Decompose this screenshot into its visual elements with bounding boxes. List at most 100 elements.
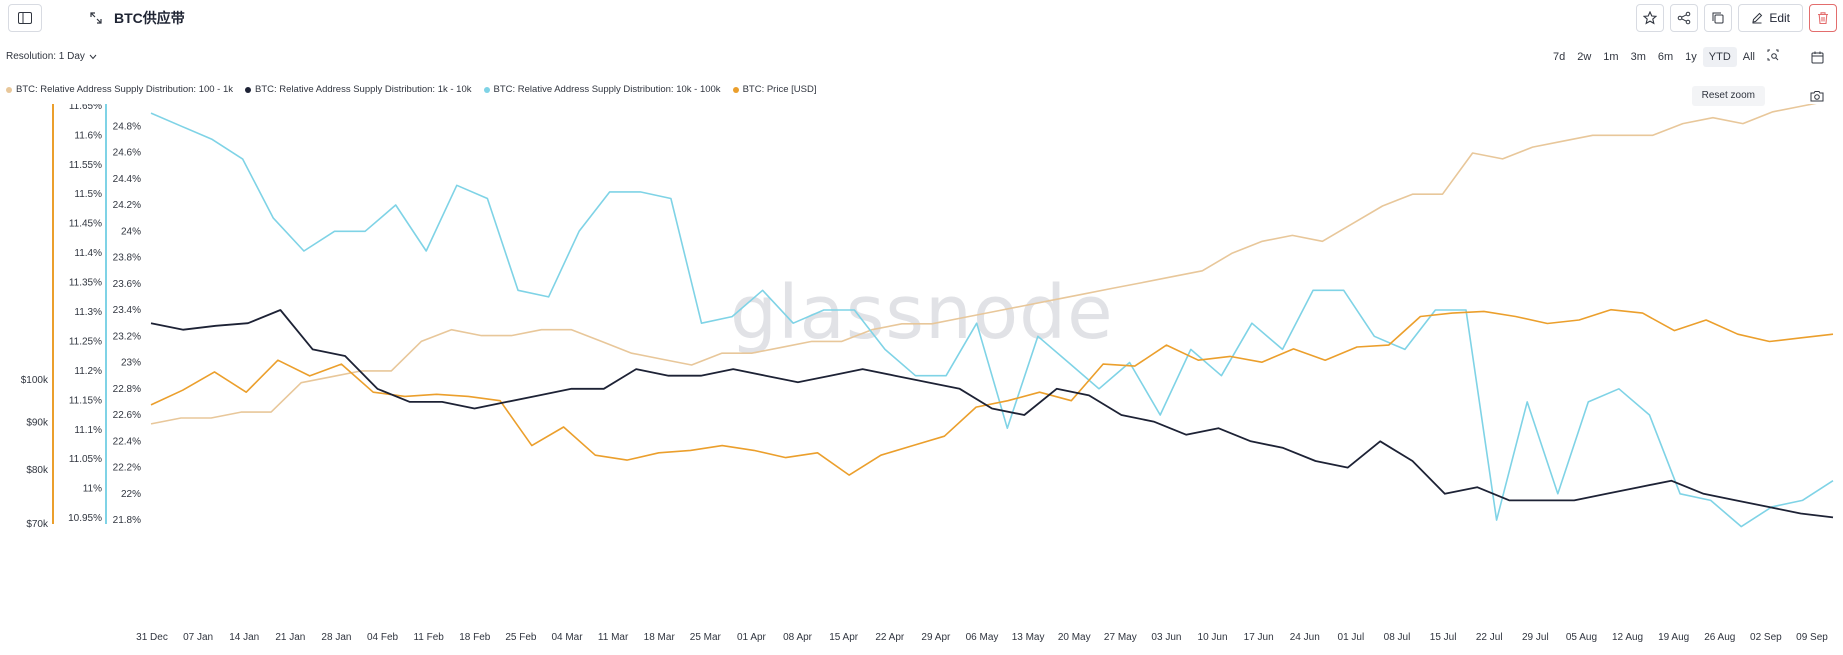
range-2w[interactable]: 2w [1577,51,1592,63]
x-tick-label: 29 Apr [921,632,951,643]
range-3m[interactable]: 3m [1630,51,1646,63]
share-button[interactable] [1670,4,1699,32]
range-7d[interactable]: 7d [1552,51,1566,63]
right-pct-tick-label: 23.2% [113,331,141,342]
edit-button[interactable]: Edit [1738,4,1803,32]
right-pct-tick-label: 22% [121,489,141,500]
delete-button[interactable] [1809,4,1837,32]
left-pct-tick-label: 11.3% [74,307,102,318]
expand-button[interactable] [86,8,106,28]
sidebar-icon [18,12,32,24]
chart-title: BTC供应带 [114,10,185,26]
x-tick-label: 06 May [966,632,999,643]
x-tick-label: 07 Jan [183,632,213,643]
x-tick-label: 22 Jul [1476,632,1503,643]
legend-item-10k-100k[interactable]: BTC: Relative Address Supply Distributio… [483,84,721,95]
expand-icon [90,12,102,24]
calendar-icon [1811,51,1823,63]
legend-dot [483,86,490,93]
x-tick-label: 17 Jun [1244,632,1274,643]
legend-item-100-1k[interactable]: BTC: Relative Address Supply Distributio… [6,84,233,95]
left-pct-tick-label: 11% [83,484,102,495]
right-pct-tick-label: 24% [121,226,141,237]
right-pct-tick-label: 22.8% [113,384,141,395]
x-tick-label: 14 Jan [229,632,259,643]
right-pct-tick-label: 21.8% [113,515,141,526]
legend-label: BTC: Price [USD] [742,84,817,95]
chart-legend: BTC: Relative Address Supply Distributio… [6,84,816,95]
chart-canvas[interactable]: glassnode $200k$100k$90k$80k$70k 11.65%1… [0,104,1843,655]
x-tick-label: 19 Aug [1658,632,1689,643]
right-pct-tick-label: 24.8% [113,121,141,132]
reset-zoom-button[interactable]: Reset zoom [1691,86,1765,106]
x-tick-label: 11 Mar [598,632,629,643]
range-1m[interactable]: 1m [1603,51,1619,63]
range-ytd[interactable]: YTD [1702,47,1737,67]
x-axis: 31 Dec 07 Jan 14 Jan 21 Jan 28 Jan 04 Feb 11 F… [136,632,1828,643]
right-pct-tick-label: 23.6% [113,279,141,290]
calendar-button[interactable] [1807,47,1827,67]
right-pct-tick-label: 23.4% [113,305,141,316]
range-1y[interactable]: 1y [1685,51,1697,63]
x-tick-label: 03 Jun [1151,632,1181,643]
camera-icon [1810,91,1824,102]
right-pct-tick-label: 25% [121,104,141,106]
left-pct-tick-label: 11.35% [69,278,102,289]
right-pct-tick-label: 23% [121,358,141,369]
toolbar: BTC供应带 Edit [0,0,1843,36]
x-tick-label: 25 Feb [505,632,537,643]
resolution-select[interactable]: Resolution: 1 Day [6,51,97,62]
x-tick-label: 04 Feb [367,632,399,643]
series-line-100-1k [150,104,1817,425]
x-tick-label: 15 Jul [1430,632,1457,643]
copy-icon [1712,12,1724,24]
legend-dot [6,86,12,93]
x-tick-label: 28 Jan [321,632,351,643]
price-tick-label: $70k [26,519,49,530]
x-tick-label: 05 Aug [1566,632,1597,643]
legend-label: BTC: Relative Address Supply Distributio… [16,84,234,95]
left-pct-axis: 11.65% 11.6% 11.55% 11.5% 11.45% 11.4% 11.35% 1… [68,104,102,524]
zoom-select-button[interactable] [1761,47,1785,67]
x-tick-label: 01 Jul [1338,632,1365,643]
x-tick-label: 12 Aug [1612,632,1643,643]
series-line-price [150,308,1834,476]
legend-item-1k-10k[interactable]: BTC: Relative Address Supply Distributio… [245,84,472,95]
x-tick-label: 18 Mar [644,632,676,643]
x-tick-label: 10 Jun [1198,632,1228,643]
right-pct-tick-label: 22.2% [113,463,141,474]
legend-item-price[interactable]: BTC: Price [USD] [732,84,817,95]
left-pct-tick-label: 11.6% [74,130,102,141]
x-tick-label: 26 Aug [1704,632,1735,643]
price-tick-label: $100k [21,375,49,386]
right-pct-tick-label: 24.4% [113,174,141,185]
x-tick-label: 11 Feb [413,632,444,643]
sidebar-toggle-button[interactable] [8,4,42,32]
left-pct-tick-label: 11.15% [69,395,102,406]
right-pct-tick-label: 23.8% [113,253,141,264]
series-line-1k-10k [150,309,1834,519]
x-tick-label: 04 Mar [551,632,583,643]
screenshot-button[interactable] [1807,86,1827,106]
x-tick-label: 09 Sep [1796,632,1828,643]
range-6m[interactable]: 6m [1657,51,1674,63]
share-icon [1678,11,1691,25]
range-all[interactable]: All [1742,51,1755,63]
x-tick-label: 13 May [1012,632,1045,643]
left-pct-tick-label: 11.45% [69,219,102,230]
x-tick-label: 15 Apr [829,632,859,643]
pencil-icon [1752,12,1763,24]
favorite-button[interactable] [1636,4,1665,32]
x-tick-label: 02 Sep [1750,632,1782,643]
resolution-label: Resolution: 1 Day [6,51,85,62]
price-tick-label: $200k [21,104,49,106]
watermark: glassnode [730,270,1114,356]
legend-label: BTC: Relative Address Supply Distributio… [255,84,472,95]
right-pct-tick-label: 24.6% [113,148,141,159]
left-pct-tick-label: 11.05% [69,454,102,465]
legend-label: BTC: Relative Address Supply Distributio… [493,84,721,95]
legend-dot [732,86,739,93]
duplicate-button[interactable] [1704,4,1733,32]
price-tick-label: $90k [26,417,49,428]
right-pct-tick-label: 22.6% [113,410,141,421]
